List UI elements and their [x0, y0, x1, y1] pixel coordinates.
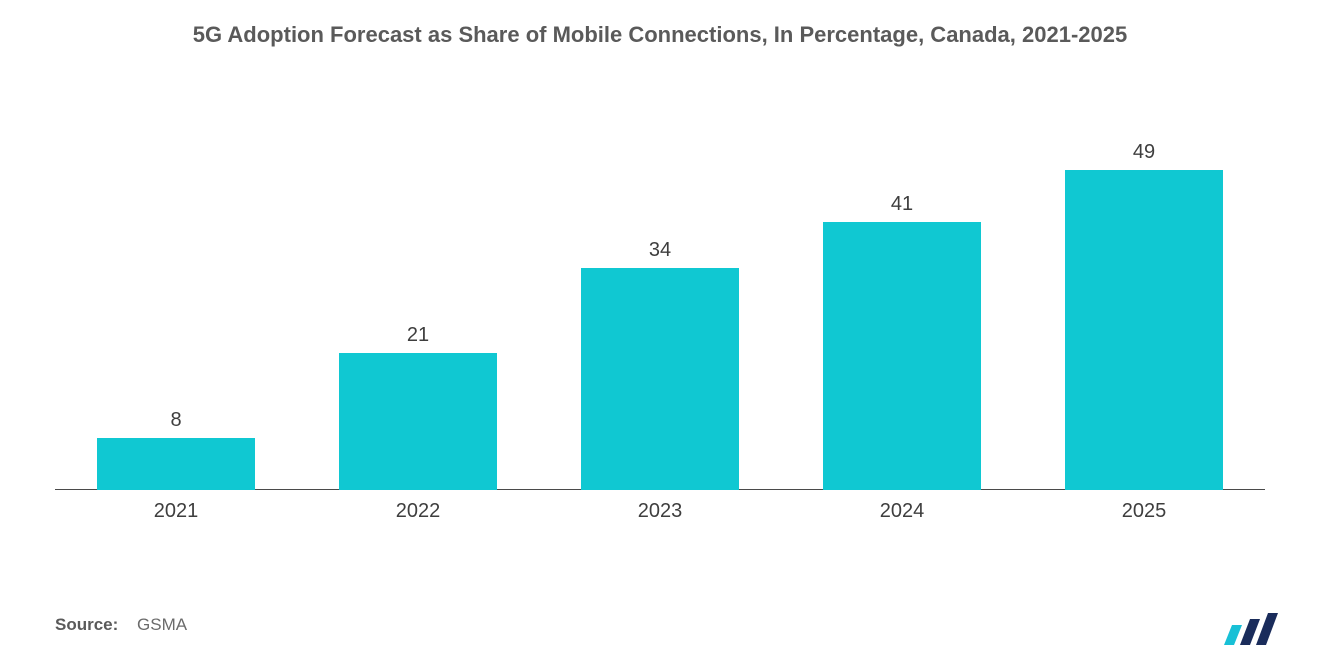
x-axis-label: 2025 [1023, 500, 1265, 523]
x-axis-label: 2022 [297, 500, 539, 523]
bar-value-label: 21 [407, 324, 429, 347]
bar-slot: 49 [1023, 90, 1265, 490]
x-axis-label: 2023 [539, 500, 781, 523]
source-label: Source: [55, 615, 118, 634]
bar-value-label: 34 [649, 239, 671, 262]
bar-value-label: 8 [170, 409, 181, 432]
bar [581, 268, 738, 490]
bar-slot: 34 [539, 90, 781, 490]
bar [339, 353, 496, 490]
x-axis-labels: 20212022202320242025 [55, 500, 1265, 523]
bar-slot: 41 [781, 90, 1023, 490]
bar-value-label: 41 [891, 193, 913, 216]
bars-container: 8 21 34 41 49 [55, 90, 1265, 490]
bar-slot: 8 [55, 90, 297, 490]
bar [823, 222, 980, 490]
brand-logo [1222, 611, 1280, 645]
source-value: GSMA [137, 615, 187, 634]
source-attribution: Source: GSMA [55, 615, 187, 635]
bar-value-label: 49 [1133, 141, 1155, 164]
bar [97, 438, 254, 490]
bar-slot: 21 [297, 90, 539, 490]
plot-area: 8 21 34 41 49 [55, 90, 1265, 490]
bar [1065, 170, 1222, 490]
x-axis-label: 2021 [55, 500, 297, 523]
x-axis-label: 2024 [781, 500, 1023, 523]
chart-title: 5G Adoption Forecast as Share of Mobile … [0, 22, 1320, 48]
